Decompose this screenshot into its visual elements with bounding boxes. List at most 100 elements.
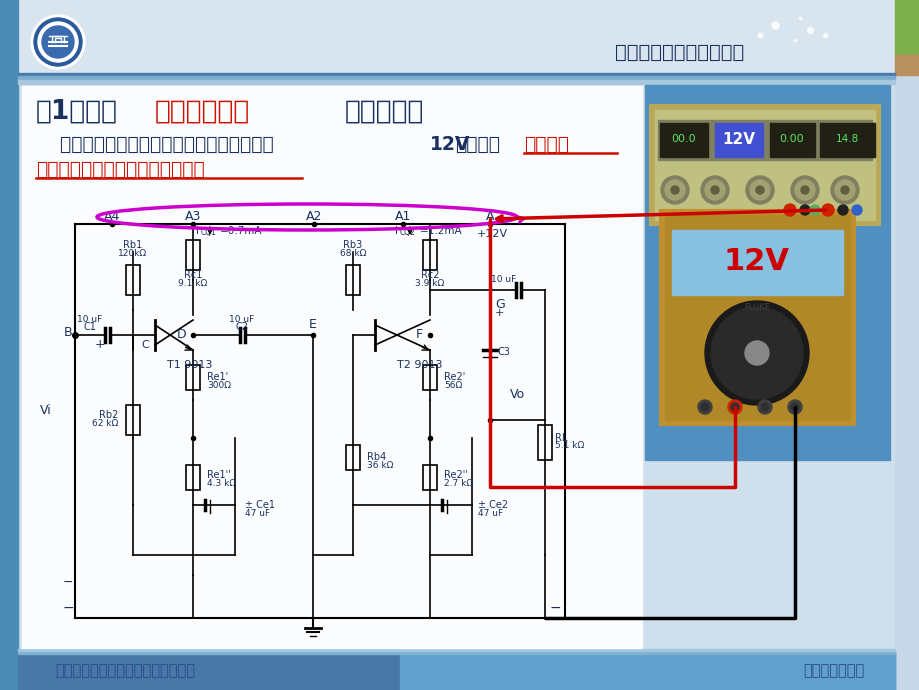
Text: T1 9013: T1 9013 [167,360,212,370]
Bar [346,445,359,470]
Bar [659,210,854,425]
Text: A2: A2 [305,210,322,222]
Circle shape [727,400,742,414]
Text: +12V: +12V [476,229,507,239]
Text: 68 kΩ: 68 kΩ [339,248,366,257]
Bar [346,265,359,295]
Bar [423,465,437,490]
Text: I: I [196,226,199,236]
Circle shape [757,400,771,414]
Text: 用数字万用表测量实验电路的供电电路有无: 用数字万用表测量实验电路的供电电路有无 [36,135,274,153]
Text: 9.1 kΩ: 9.1 kΩ [178,279,208,288]
Text: Rb1: Rb1 [123,240,142,250]
Circle shape [809,205,819,215]
Text: C1: C1 [84,322,96,332]
Bar [18,80,894,84]
Circle shape [670,186,678,194]
Circle shape [851,205,861,215]
Text: D: D [177,328,187,342]
Text: C: C [141,340,149,350]
Text: 3.9 kΩ: 3.9 kΩ [414,279,444,288]
Text: 00.0: 00.0 [671,134,696,144]
Text: FLUKE: FLUKE [743,302,769,311]
Bar [894,75,919,690]
Text: 检查供电电路: 检查供电电路 [154,99,250,125]
Bar [186,365,199,390]
Text: 36 kΩ: 36 kΩ [367,460,393,469]
Text: −: − [549,601,561,615]
Text: +: + [95,339,105,351]
Circle shape [837,205,847,215]
Bar [22,86,641,648]
Text: 12V: 12V [723,246,789,275]
Text: 华南理工大学电工电子教学实验中心: 华南理工大学电工电子教学实验中心 [55,664,195,678]
Circle shape [38,22,78,62]
Circle shape [700,403,709,411]
Bar [714,123,762,157]
Text: 300Ω: 300Ω [207,380,231,389]
Text: Re1'': Re1'' [207,470,231,480]
Text: Re2': Re2' [444,372,465,382]
Text: 62 kΩ: 62 kΩ [92,419,118,428]
Bar [18,76,894,80]
Circle shape [664,180,685,200]
Circle shape [800,205,809,215]
Bar [423,365,437,390]
Bar [819,123,874,157]
Circle shape [783,204,795,216]
Text: Vo: Vo [509,388,525,402]
Text: Rb3: Rb3 [343,240,362,250]
Text: F: F [415,328,422,342]
Bar [671,230,842,295]
Circle shape [788,400,801,414]
Circle shape [834,180,854,200]
Text: +: + [494,308,504,318]
Bar [0,0,18,690]
Bar [650,105,879,225]
Circle shape [660,176,688,204]
Text: 电压。（: 电压。（ [455,135,499,153]
Circle shape [700,176,728,204]
Text: ± Ce2: ± Ce2 [478,500,507,510]
Text: 12V: 12V [721,132,754,146]
Text: A4: A4 [104,210,120,222]
Text: 本课程学习网站: 本课程学习网站 [803,664,864,678]
Bar [18,649,894,651]
Text: C2: C2 [235,322,248,332]
Text: G: G [494,299,505,311]
Text: −: − [62,601,74,615]
Text: 检测直流: 检测直流 [524,135,568,153]
Text: Rc2: Rc2 [420,270,438,280]
Text: 14.8: 14.8 [834,134,857,144]
Text: Vi: Vi [40,404,51,417]
Bar [769,123,814,157]
Text: Rb4: Rb4 [367,452,386,462]
Bar [186,240,199,270]
Text: A3: A3 [185,210,201,222]
Circle shape [790,176,818,204]
Text: CQ1: CQ1 [200,228,217,237]
Bar [126,405,140,435]
Circle shape [800,186,808,194]
Circle shape [710,186,719,194]
Text: 实验故障分析与排除技巧: 实验故障分析与排除技巧 [615,43,743,61]
Text: 120kΩ: 120kΩ [119,248,147,257]
Circle shape [34,18,82,66]
Text: （1）首先: （1）首先 [36,99,118,125]
Bar [126,265,140,295]
Circle shape [744,341,768,365]
Text: 47 uF: 47 uF [244,509,270,518]
Text: 47 uF: 47 uF [478,509,503,518]
Text: 稳压电源到实验电路有无开路。）: 稳压电源到实验电路有无开路。） [36,159,205,179]
Text: Rc1: Rc1 [184,270,202,280]
Bar [186,465,199,490]
Text: C3: C3 [497,347,510,357]
Bar [657,120,871,160]
Bar [654,110,874,220]
Text: I: I [394,226,398,236]
Text: RL: RL [554,433,567,443]
Circle shape [704,301,808,405]
Bar [538,425,551,460]
Circle shape [745,176,773,204]
Bar [423,240,437,270]
